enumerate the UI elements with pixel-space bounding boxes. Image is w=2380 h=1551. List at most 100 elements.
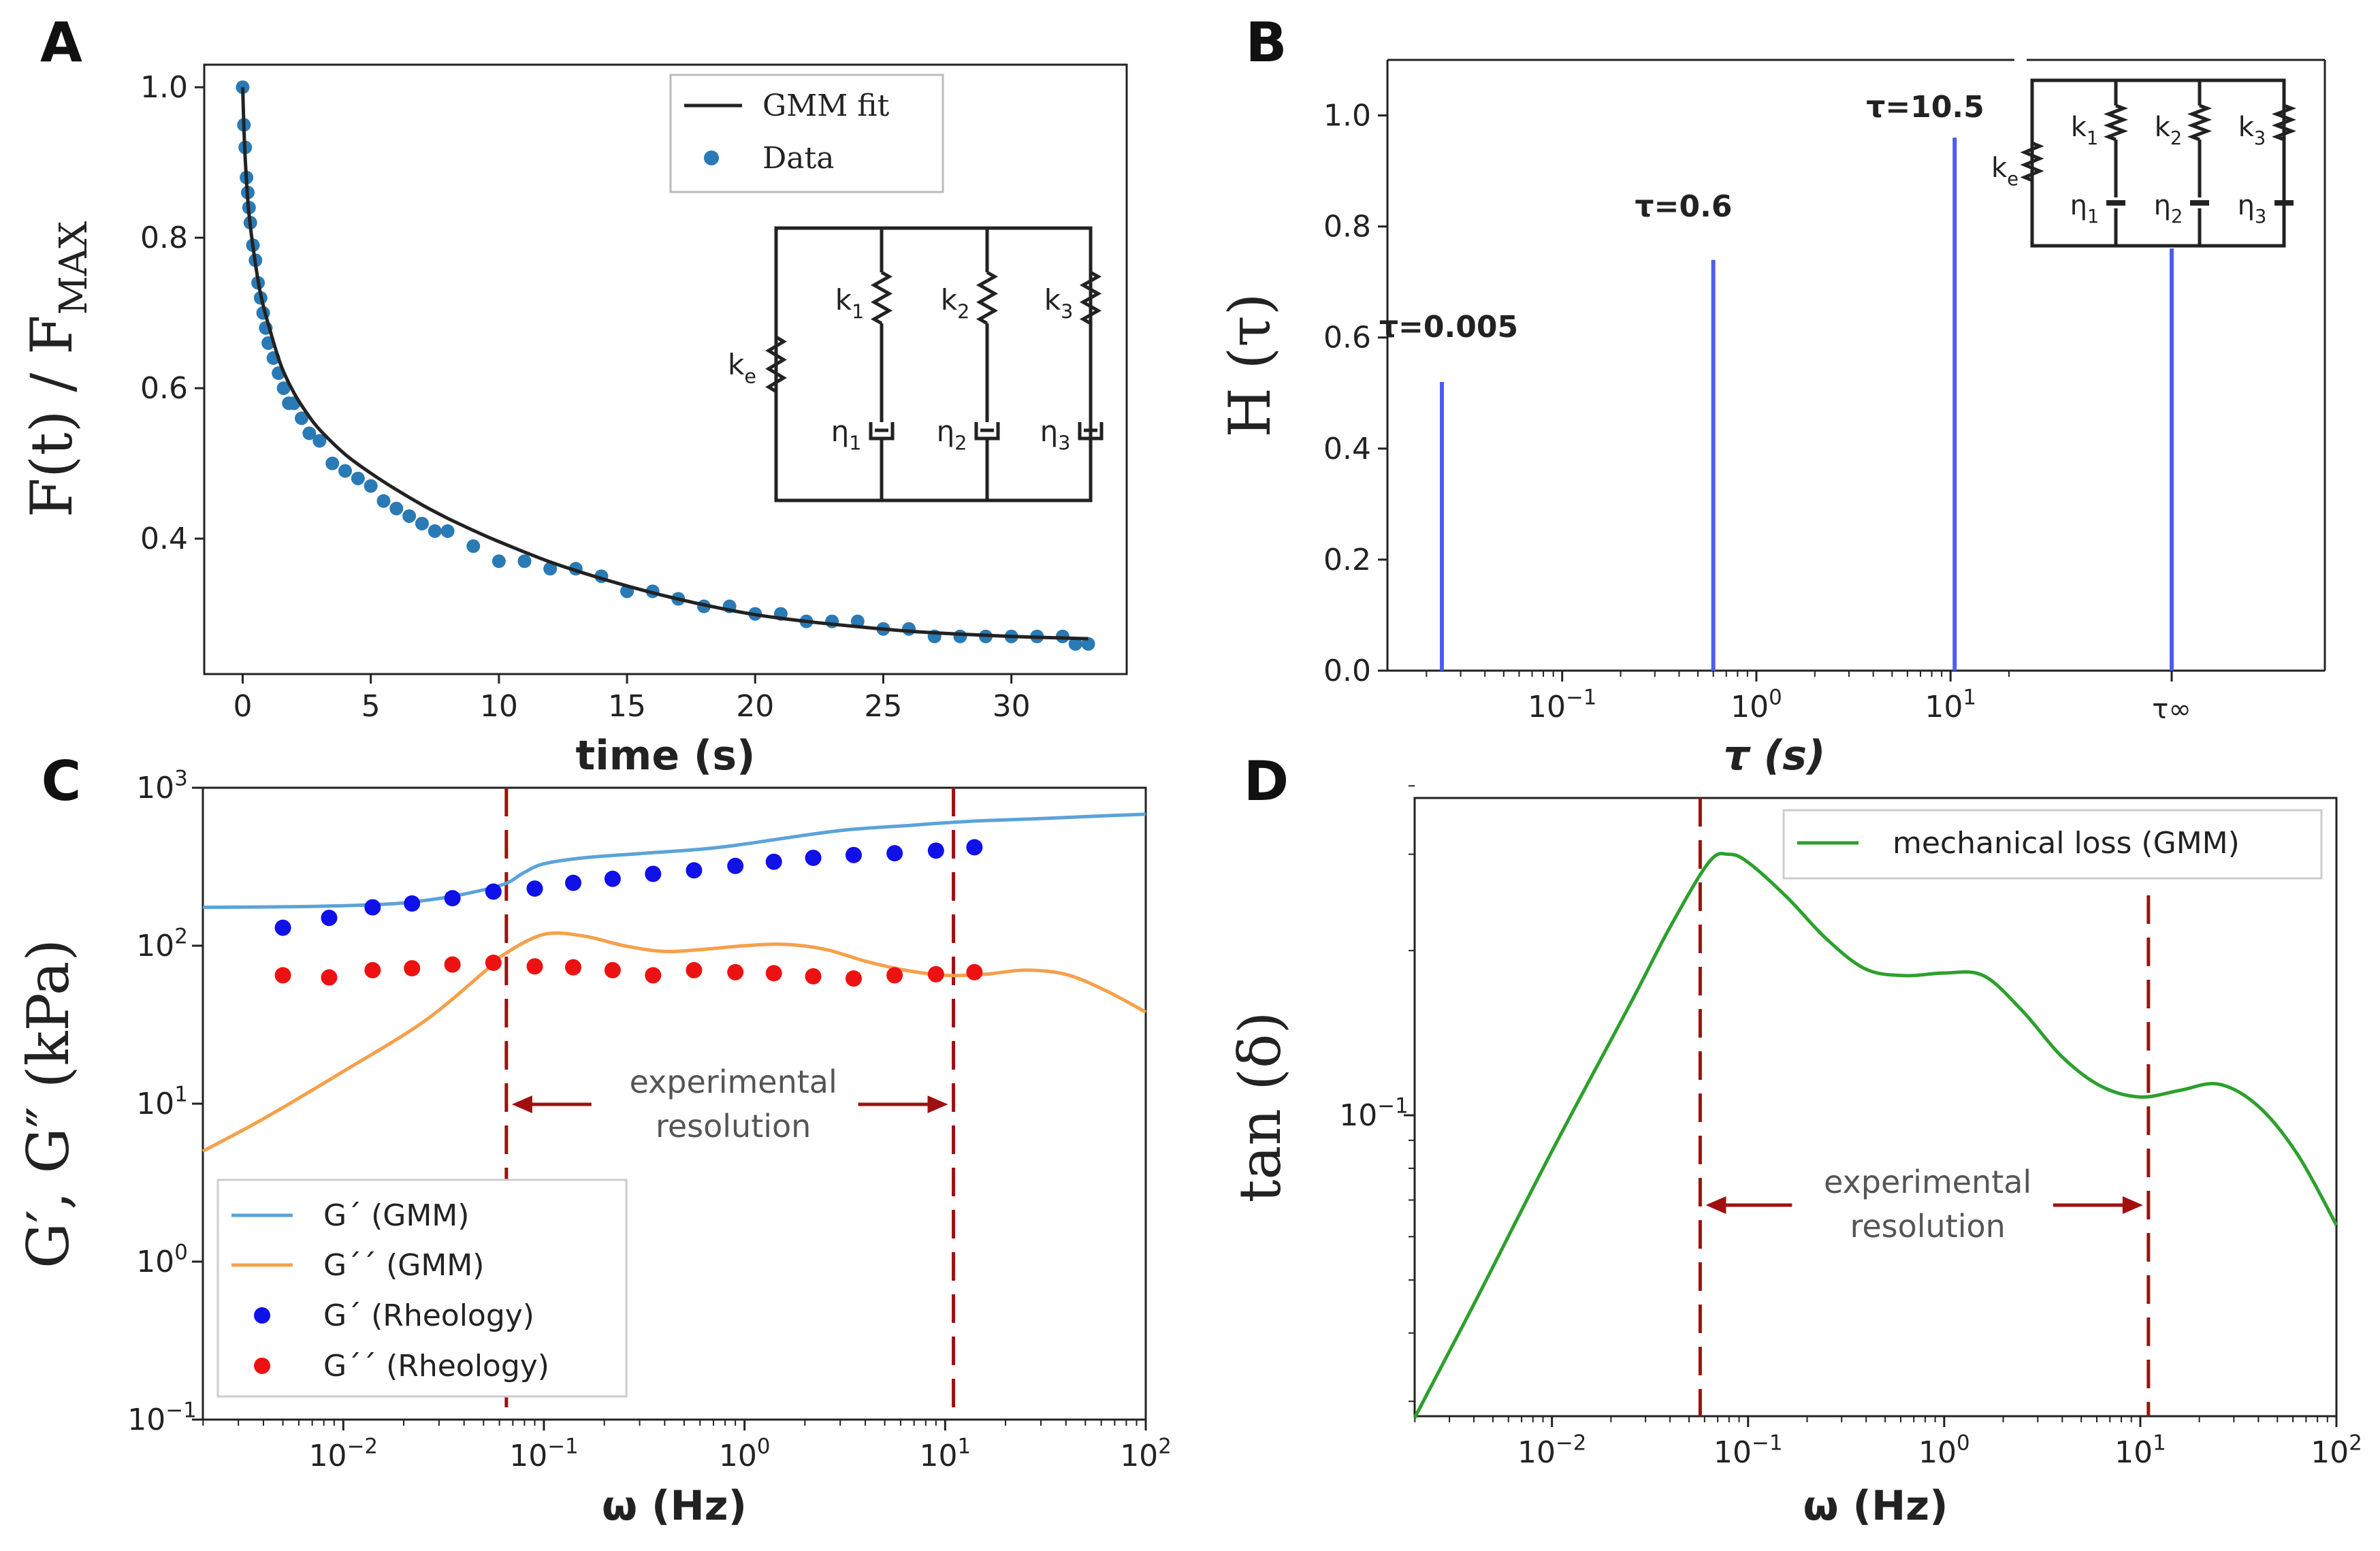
y-tick-label-c: 101 (136, 1083, 188, 1121)
g-prime-rheology-point (686, 862, 703, 879)
g-prime-rheology-point (645, 865, 662, 882)
circuit-label-eta1-b: η1 (2070, 190, 2100, 227)
data-point-a (492, 554, 506, 569)
g-prime-rheology-point (845, 846, 862, 863)
data-point-a (295, 411, 309, 426)
circuit-label-k3-b: k3 (2238, 112, 2266, 149)
data-point-a (902, 622, 916, 636)
mechanical-loss-line (1413, 852, 2338, 1419)
y-tick-label-b: 0.4 (1323, 432, 1371, 466)
circuit-bg-b (2032, 78, 2284, 249)
spring-icon (2271, 103, 2297, 142)
g-double-prime-rheology-point (765, 965, 782, 982)
data-point-a (364, 479, 378, 493)
x-tick-label-a: 25 (864, 689, 902, 724)
y-axis-label-d: tan (δ) (1227, 1012, 1293, 1203)
g-double-prime-rheology-point (727, 963, 744, 980)
data-point-a (415, 517, 429, 531)
data-point-a (428, 524, 442, 539)
g-double-prime-rheology-point (927, 965, 944, 982)
g-prime-rheology-point (364, 899, 381, 916)
g-double-prime-rheology-point (485, 955, 502, 972)
x-tick-label-a: 5 (361, 689, 381, 724)
legend-marker-c (254, 1307, 270, 1324)
arrow-right-icon (927, 1096, 948, 1113)
legend-label-gmm-fit: GMM fit (762, 89, 890, 123)
g-prime-rheology-point (765, 853, 782, 870)
g-double-prime-rheology-point (686, 961, 703, 978)
annotation-tau-2-b: τ=0.6 (1635, 189, 1733, 224)
x-tick-label-c: 101 (920, 1435, 971, 1473)
x-tick-label-c: 102 (1120, 1435, 1172, 1473)
g-double-prime-rheology-point (565, 959, 582, 976)
annotation-resolution-c: resolution (656, 1108, 811, 1145)
data-point-a (517, 554, 532, 569)
g-prime-rheology-point (966, 839, 983, 856)
x-tick-label-c: 10−1 (509, 1435, 578, 1473)
plot-area-d (1413, 797, 2338, 1418)
x-tick-label-d: 101 (2114, 1431, 2166, 1470)
g-prime-gmm-line (202, 812, 1146, 910)
x-axis-label-b: τ (s) (1724, 732, 1826, 780)
legend-marker-data (704, 150, 719, 165)
legend-marker-c (254, 1358, 270, 1374)
circuit-label-k2-a: k2 (941, 283, 970, 323)
x-tick-label-b: 100 (1731, 686, 1782, 724)
annotation-tau-3-b: τ=10.5 (1866, 90, 1984, 125)
spring-icon (2020, 141, 2044, 182)
circuit-label-eta2-b: η2 (2154, 190, 2183, 227)
data-point-a (543, 562, 558, 576)
panel-label-d: D (1244, 750, 1289, 813)
legend-label-c: G´ (GMM) (323, 1198, 469, 1233)
data-point-a (302, 426, 317, 441)
g-prime-rheology-point (604, 870, 621, 887)
panel-label-b: B (1246, 11, 1287, 74)
panel-label-a: A (40, 11, 82, 74)
y-tick-label-b: 1.0 (1323, 99, 1371, 133)
g-prime-rheology-point (444, 890, 461, 907)
g-prime-rheology-point (526, 880, 543, 897)
y-tick-label-c: 103 (136, 767, 188, 805)
data-point-a (376, 494, 391, 508)
plot-area-a (203, 63, 1128, 675)
y-tick-label-c: 10−1 (127, 1398, 196, 1437)
g-double-prime-rheology-point (966, 963, 983, 980)
circuit-label-eta3-a: η3 (1040, 415, 1071, 455)
annotation-experimental-c: experimental (630, 1064, 837, 1100)
y-tick-label-a: 0.4 (140, 522, 188, 556)
data-point-a (325, 456, 340, 470)
axis-break-b (2014, 53, 2027, 668)
y-axis-label-a: F(t) / FMAX (18, 221, 96, 517)
data-point-a (440, 524, 455, 539)
data-point-a (466, 539, 481, 554)
y-tick-label-b: 0.2 (1323, 543, 1371, 577)
x-tick-label-d: 100 (1918, 1431, 1970, 1470)
g-prime-rheology-point (805, 849, 822, 866)
x-tick-label-d: 102 (2311, 1431, 2362, 1470)
y-tick-label-a: 0.8 (140, 221, 188, 255)
x-tick-label-c: 100 (719, 1435, 771, 1473)
spring-icon (2103, 103, 2129, 142)
spring-icon (1079, 270, 1102, 325)
panel-c: C 10−2 10−1 100 101 102 10−1 100 101 102 103 ω (Hz)… (15, 750, 1172, 1530)
g-double-prime-rheology-point (321, 969, 338, 986)
g-double-prime-rheology-point (444, 956, 461, 973)
spring-icon (976, 270, 999, 325)
circuit-label-eta2-a: η2 (937, 415, 967, 455)
x-tick-label-b: 10−1 (1528, 686, 1596, 724)
data-point-a (402, 509, 417, 523)
dashpot-icon (869, 422, 895, 441)
x-axis-label-a: time (s) (576, 732, 756, 780)
y-axis-label-c: G′, G″ (kPa) (15, 939, 82, 1268)
g-prime-rheology-point (727, 857, 744, 874)
legend-a (669, 74, 944, 193)
circuit-label-k1-a: k1 (835, 283, 865, 323)
circuit-label-k1-b: k1 (2071, 112, 2098, 149)
data-point-a (389, 501, 404, 515)
g-double-prime-gmm-line (202, 931, 1147, 1153)
y-tick-label-a: 0.6 (140, 371, 188, 406)
g-prime-rheology-point (274, 919, 291, 936)
g-double-prime-rheology-point (845, 970, 862, 987)
x-axis-label-c: ω (Hz) (602, 1482, 747, 1530)
